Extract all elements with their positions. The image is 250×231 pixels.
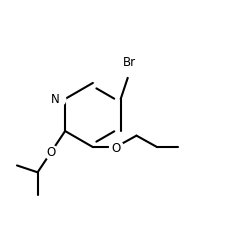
Text: Br: Br [123, 56, 136, 69]
Text: O: O [47, 146, 56, 158]
Text: N: N [51, 93, 59, 106]
Text: O: O [111, 141, 120, 154]
